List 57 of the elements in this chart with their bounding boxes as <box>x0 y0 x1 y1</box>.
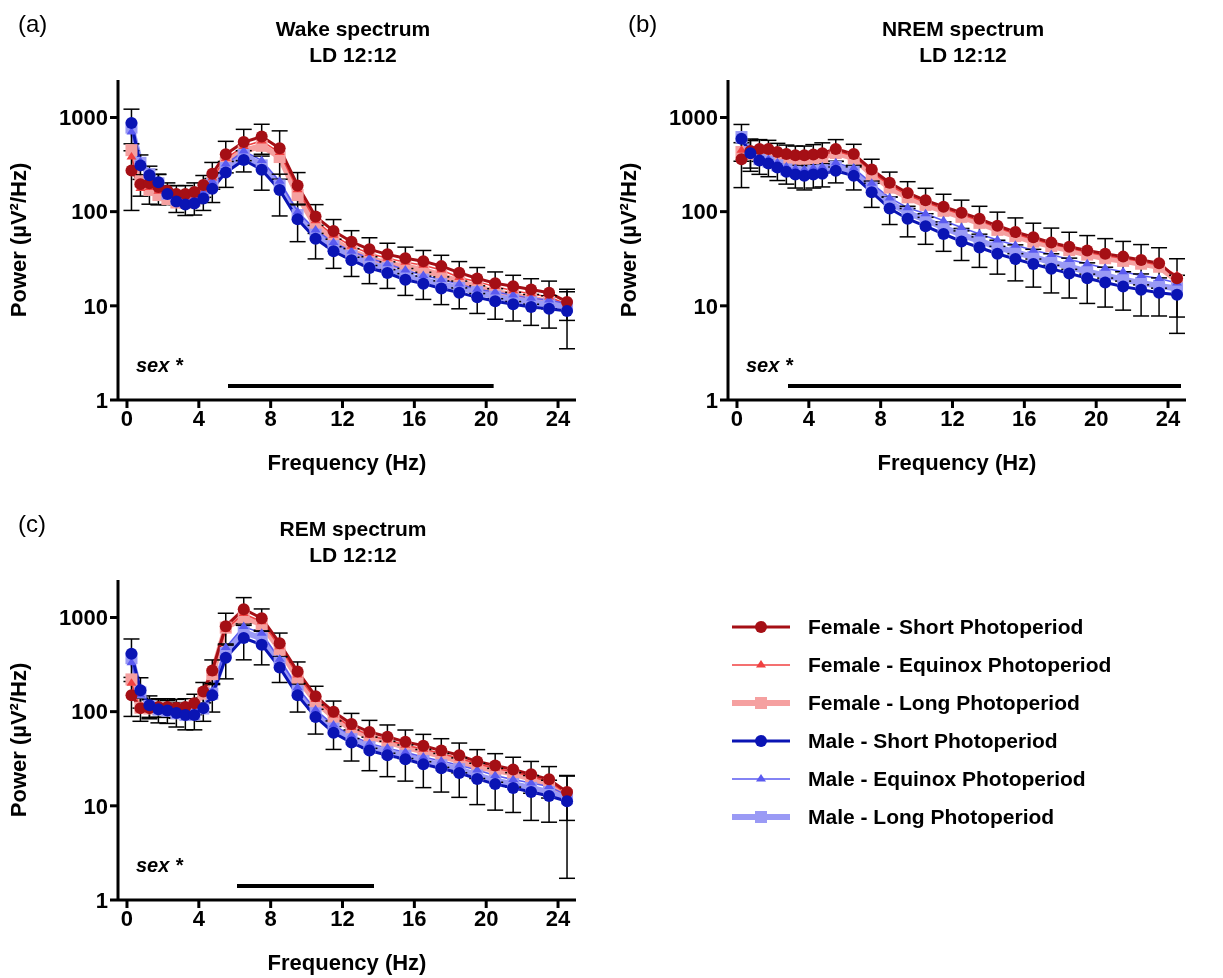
x-tick-label: 20 <box>473 405 499 431</box>
x-tick-label: 0 <box>120 905 134 931</box>
x-tick-label: 20 <box>473 905 499 931</box>
x-tick-label: 8 <box>264 405 277 431</box>
chart-title: REM spectrum <box>278 516 428 542</box>
y-axis-title: Power (µV²/Hz) <box>615 162 641 318</box>
y-tick-label: 1000 <box>59 605 108 631</box>
annotation: sex * <box>746 354 793 377</box>
chart-title: NREM spectrum <box>880 16 1046 42</box>
y-tick-label: 100 <box>71 699 108 725</box>
x-tick-label: 12 <box>940 405 965 431</box>
y-tick-label: 1 <box>95 887 108 913</box>
legend-label: Male - Short Photoperiod <box>808 729 1058 753</box>
y-tick-label: 10 <box>693 293 718 319</box>
legend-label: Male - Equinox Photoperiod <box>808 767 1086 791</box>
x-tick-label: 0 <box>120 405 134 431</box>
y-tick-label: 1 <box>705 387 718 413</box>
text: (a) <box>18 10 48 38</box>
chart-subtitle: LD 12:12 <box>308 542 398 568</box>
y-axis-title: Power (µV²/Hz) <box>5 662 31 818</box>
legend-label: Female - Short Photoperiod <box>808 615 1084 639</box>
y-tick-label: 10 <box>83 793 108 819</box>
x-axis-title: Frequency (Hz) <box>267 450 427 475</box>
chart-subtitle: LD 12:12 <box>918 42 1008 68</box>
x-tick-label: 0 <box>730 405 744 431</box>
legend-label: Female - Long Photoperiod <box>808 691 1080 715</box>
x-tick-label: 16 <box>402 405 427 431</box>
x-tick-label: 4 <box>192 405 206 431</box>
x-tick-label: 12 <box>330 405 355 431</box>
legend-label: Male - Long Photoperiod <box>808 805 1055 829</box>
y-tick-label: 1000 <box>669 105 718 131</box>
x-tick-label: 16 <box>1012 405 1037 431</box>
y-tick-label: 100 <box>71 199 108 225</box>
y-axis-title: Power (µV²/Hz) <box>5 162 31 318</box>
y-tick-label: 1 <box>95 387 108 413</box>
text: (c) <box>18 510 46 538</box>
x-tick-label: 8 <box>264 905 277 931</box>
x-axis-title: Frequency (Hz) <box>267 950 427 975</box>
x-axis-title: Frequency (Hz) <box>877 450 1037 475</box>
x-tick-label: 24 <box>545 405 572 431</box>
y-tick-label: 1000 <box>59 105 108 131</box>
legend-label: Female - Equinox Photoperiod <box>808 653 1112 677</box>
y-tick-label: 100 <box>681 199 718 225</box>
x-tick-label: 8 <box>874 405 887 431</box>
chart-subtitle: LD 12:12 <box>308 42 398 68</box>
annotation: sex * <box>136 354 183 377</box>
x-tick-label: 16 <box>402 905 427 931</box>
text: (b) <box>628 10 658 38</box>
annotation: sex * <box>136 854 183 877</box>
x-tick-label: 20 <box>1083 405 1109 431</box>
x-tick-label: 4 <box>802 405 816 431</box>
chart-title: Wake spectrum <box>274 16 432 42</box>
y-tick-label: 10 <box>83 293 108 319</box>
x-tick-label: 24 <box>1155 405 1182 431</box>
x-tick-label: 4 <box>192 905 206 931</box>
x-tick-label: 24 <box>545 905 572 931</box>
x-tick-label: 12 <box>330 905 355 931</box>
